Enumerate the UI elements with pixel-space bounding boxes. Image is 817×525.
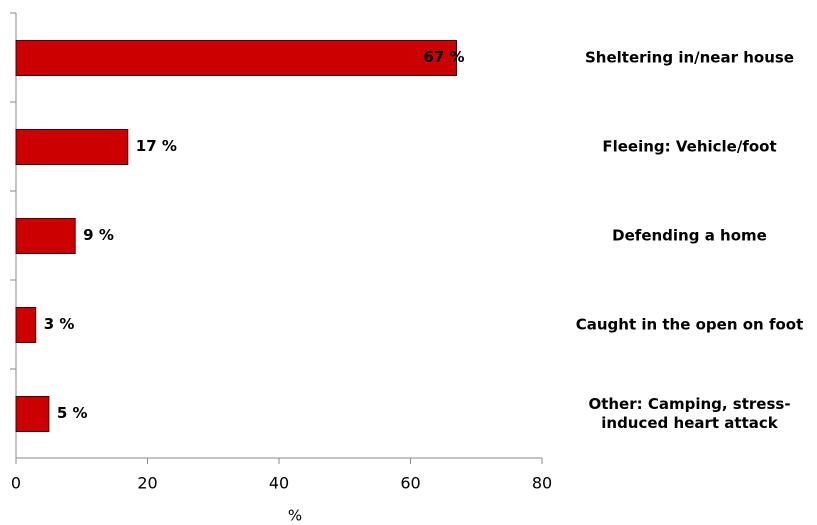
data-label: 17 % xyxy=(136,137,177,155)
category-label: Caught in the open on foot xyxy=(575,315,804,333)
bar xyxy=(15,218,76,254)
bar xyxy=(15,396,50,432)
bar xyxy=(15,40,458,76)
x-tick-label: 20 xyxy=(137,474,157,493)
x-tick-label: 40 xyxy=(269,474,289,493)
category-label: Other: Camping, stress-induced heart att… xyxy=(588,394,791,432)
data-label: 9 % xyxy=(83,226,114,244)
data-label: 5 % xyxy=(57,404,88,422)
x-tick-label: 0 xyxy=(11,474,21,493)
category-label: Sheltering in/near house xyxy=(585,48,794,66)
data-label: 67 % xyxy=(423,48,464,66)
bar xyxy=(15,129,129,165)
bar xyxy=(15,307,37,343)
category-label: Fleeing: Vehicle/foot xyxy=(602,137,777,155)
x-tick-label: 60 xyxy=(400,474,420,493)
x-axis-label: % xyxy=(288,507,302,525)
category-label: Defending a home xyxy=(612,226,767,244)
data-label: 3 % xyxy=(44,315,75,333)
x-tick-label: 80 xyxy=(532,474,552,493)
